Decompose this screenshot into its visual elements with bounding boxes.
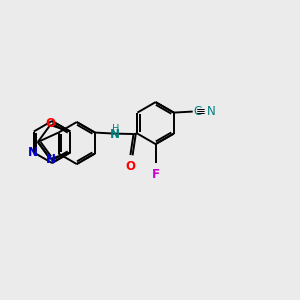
- Text: N: N: [46, 154, 56, 166]
- Text: N: N: [207, 105, 215, 118]
- Text: H: H: [112, 124, 119, 134]
- Text: F: F: [152, 168, 160, 181]
- Text: N: N: [28, 146, 38, 159]
- Text: ≡: ≡: [196, 105, 206, 118]
- Text: O: O: [45, 117, 55, 130]
- Text: C: C: [194, 105, 202, 118]
- Text: N: N: [110, 128, 120, 141]
- Text: O: O: [125, 160, 135, 173]
